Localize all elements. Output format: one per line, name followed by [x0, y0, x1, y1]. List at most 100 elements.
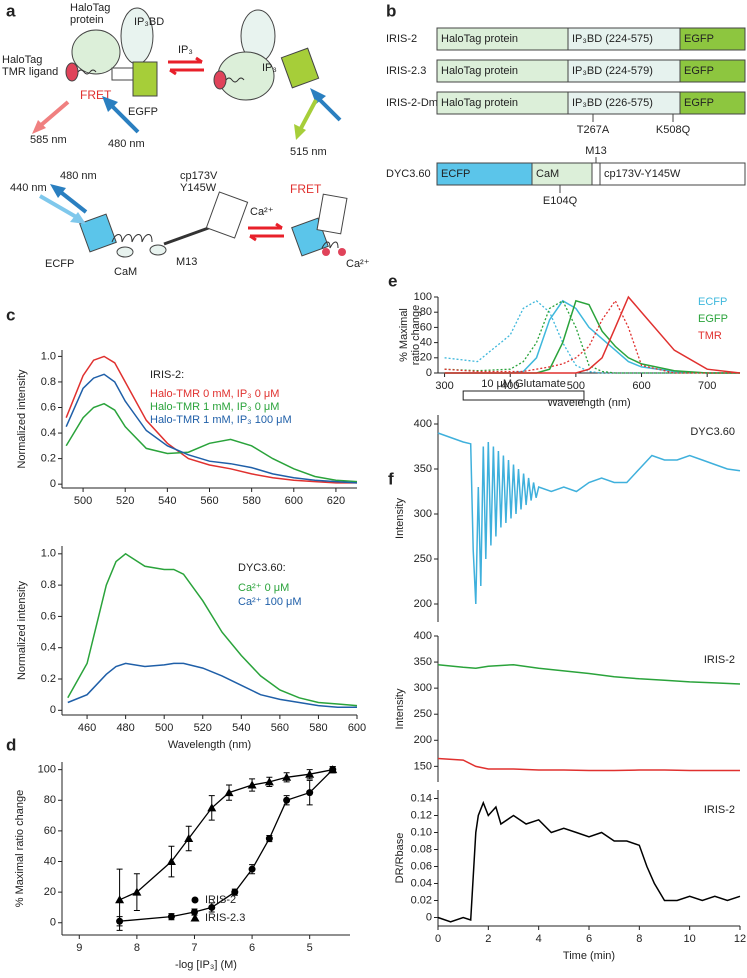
- y-tick-label: 1.0: [41, 548, 56, 560]
- legend-label: Halo-TMR 0 mM, IP₃ 0 μM: [150, 388, 279, 400]
- x-tick-label: 12: [734, 933, 746, 945]
- x-tick-label: 9: [76, 942, 82, 954]
- series-line: [65, 355, 357, 484]
- point: [167, 913, 175, 921]
- y-axis-label: Intensity: [394, 688, 406, 729]
- y-tick-label: 0: [50, 704, 56, 716]
- y-tick-label: 200: [414, 598, 432, 610]
- panel-labels: a b c d e f: [6, 1, 397, 754]
- ligand-chain: [77, 69, 97, 75]
- cam-coils: [111, 234, 153, 243]
- label: Y145W: [180, 182, 217, 194]
- label: HaloTag: [70, 2, 110, 14]
- y-tick-label: 0.2: [41, 453, 56, 465]
- arrow: [38, 100, 70, 128]
- arrow: [298, 99, 318, 131]
- point: [328, 765, 338, 774]
- point: [184, 834, 194, 843]
- x-tick-label: 7: [191, 942, 197, 954]
- gap-segment: [591, 162, 601, 186]
- y-tick-label: 0.08: [411, 843, 432, 855]
- series-line: [444, 295, 741, 374]
- point: [207, 803, 217, 812]
- segment-label: IP₃BD (224-579): [572, 65, 653, 77]
- panel-label: a: [6, 1, 16, 20]
- point: [231, 888, 239, 896]
- excitation-line: [444, 299, 740, 374]
- x-tick-label: 600: [348, 722, 366, 734]
- x-tick-label: 520: [116, 495, 134, 507]
- y-tick-label: 0.6: [41, 610, 56, 622]
- halotag-shape: [217, 51, 275, 101]
- cp173v-shape: [205, 191, 249, 239]
- point: [115, 895, 125, 904]
- x-tick-label: 540: [158, 495, 176, 507]
- y-tick-label: 0.06: [411, 860, 432, 872]
- ecfp-shape: [79, 213, 117, 253]
- panel-label: b: [386, 1, 396, 20]
- label: 585 nm: [30, 134, 67, 146]
- egfp-shape: [280, 47, 320, 89]
- label: IP₃BD: [134, 16, 164, 28]
- label: M13: [176, 256, 197, 268]
- point: [265, 835, 273, 843]
- x-tick-label: 600: [285, 495, 303, 507]
- x-tick-label: 8: [636, 933, 642, 945]
- label: protein: [70, 14, 104, 26]
- series-line: [119, 769, 333, 901]
- legend-marker: [190, 913, 200, 922]
- label: cp173V: [180, 170, 218, 182]
- label: 515 nm: [290, 146, 327, 158]
- x-tick-label: 580: [309, 722, 327, 734]
- segment: [679, 91, 746, 115]
- x-axis-label: Wavelength (nm): [168, 739, 251, 751]
- label: Ca²⁺: [346, 258, 370, 270]
- annotation: 10 μM Glutamate: [481, 378, 566, 390]
- y-axis-label: Normalized intensity: [16, 580, 28, 680]
- construct-name: IRIS-2-Dmut: [386, 97, 447, 109]
- y-tick-label: 350: [414, 656, 432, 668]
- y-tick-label: 20: [44, 886, 56, 898]
- label: M13: [585, 145, 606, 157]
- x-tick-label: 500: [155, 722, 173, 734]
- arrow: [108, 102, 140, 134]
- calcium: [322, 248, 330, 256]
- y-tick-label: 80: [44, 794, 56, 806]
- panel-label: f: [388, 469, 394, 488]
- segment-label: EGFP: [684, 65, 714, 77]
- x-tick-label: 580: [242, 495, 260, 507]
- x-tick-label: 8: [134, 942, 140, 954]
- x-tick-label: 700: [698, 380, 716, 392]
- mutation: T267A: [577, 124, 610, 136]
- arrow: [38, 194, 80, 220]
- legend-label: TMR: [698, 330, 722, 342]
- series-line: [437, 663, 741, 685]
- x-tick-label: 400: [501, 380, 519, 392]
- legend-title: DYC3.60:: [238, 562, 286, 574]
- series-line: [437, 800, 741, 923]
- point: [190, 908, 198, 916]
- segment: [679, 59, 746, 83]
- y-tick-label: 400: [414, 418, 432, 430]
- y-axis-label: Intensity: [394, 498, 406, 539]
- series-line: [119, 769, 334, 922]
- segment-label: HaloTag protein: [441, 33, 518, 45]
- legend-label: EGFP: [698, 313, 728, 325]
- y-tick-label: 300: [414, 682, 432, 694]
- series-line: [437, 757, 740, 772]
- segment-label: cp173V-Y145W: [604, 168, 681, 180]
- y-axis-label: ratio change: [410, 305, 422, 366]
- x-tick-label: 560: [200, 495, 218, 507]
- panel-label: e: [388, 271, 397, 290]
- x-tick-label: 480: [116, 722, 134, 734]
- x-tick-label: 6: [249, 942, 255, 954]
- legend-title: IRIS-2:: [150, 369, 184, 381]
- arrow: [56, 188, 88, 214]
- chart-title: DYC3.60: [690, 426, 735, 438]
- series-line: [437, 432, 741, 605]
- y-tick-label: 250: [414, 553, 432, 565]
- m13-linker: [163, 224, 215, 246]
- x-tick-label: 4: [536, 933, 542, 945]
- y-tick-label: 40: [420, 337, 432, 349]
- point: [248, 865, 256, 873]
